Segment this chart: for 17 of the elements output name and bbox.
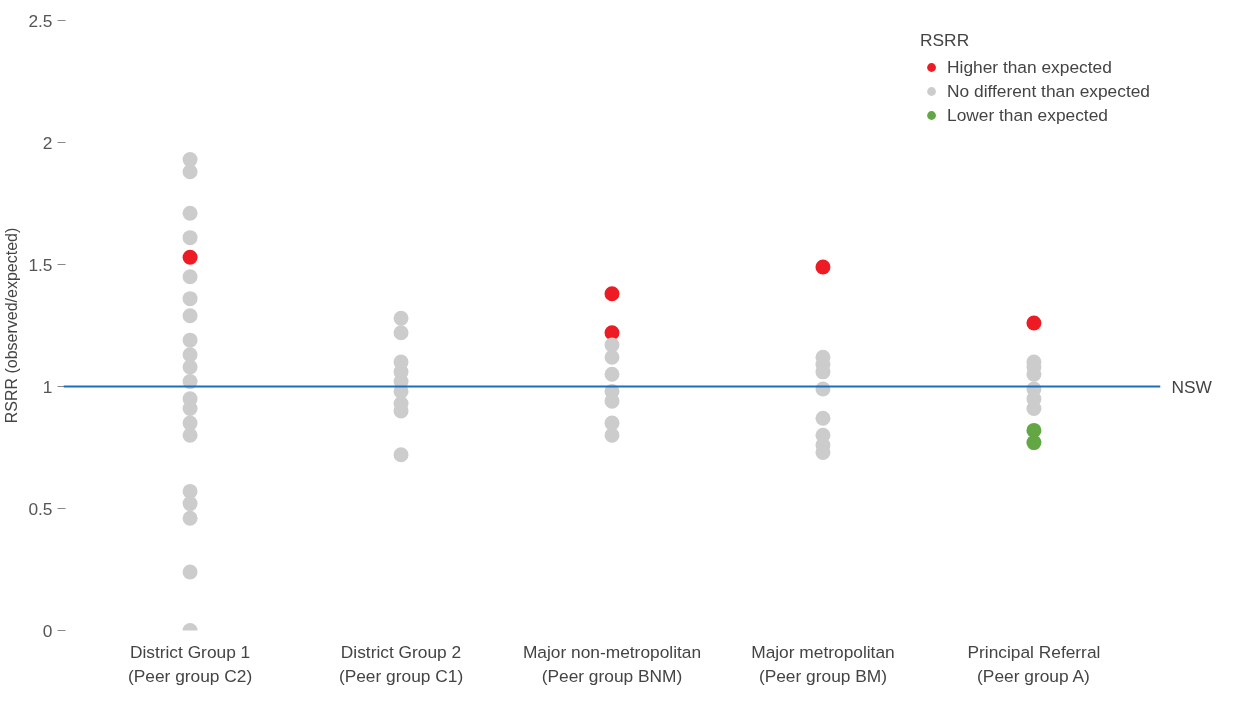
- ref-line-label: NSW: [1171, 376, 1213, 397]
- y-axis-title: RSRR (observed/expected): [3, 227, 21, 424]
- legend-label: Lower than expected: [947, 104, 1108, 126]
- x-tick-label: District Group 2 (Peer group C1): [338, 641, 464, 686]
- x-tick-label: District Group 1 (Peer group C2): [127, 641, 253, 686]
- y-tick-label: 0: [42, 620, 53, 641]
- x-tick-label: Major metropolitan (Peer group BM): [751, 641, 895, 686]
- y-tick-label: 1.5: [28, 254, 53, 275]
- legend-label: No different than expected: [947, 80, 1150, 102]
- x-tick-label: Principal Referral (Peer group A): [967, 641, 1101, 686]
- y-tick-label: 2.5: [28, 10, 53, 31]
- y-tick-label: 2: [42, 132, 53, 153]
- y-tick-label: 0.5: [28, 498, 53, 519]
- y-tick-label: 1: [42, 376, 53, 397]
- x-tick-label: Major non-metropolitan (Peer group BNM): [522, 641, 702, 686]
- legend-title: RSRR: [920, 30, 971, 51]
- legend-label: Higher than expected: [947, 56, 1112, 78]
